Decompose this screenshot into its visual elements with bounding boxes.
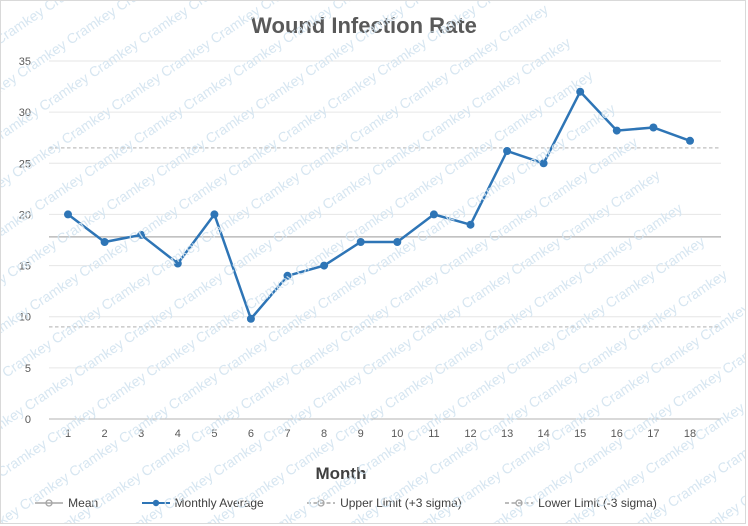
svg-text:4: 4 [175, 428, 181, 440]
svg-text:15: 15 [19, 261, 31, 273]
svg-text:35: 35 [19, 56, 31, 68]
svg-text:10: 10 [391, 428, 403, 440]
svg-text:6: 6 [248, 428, 254, 440]
svg-text:1: 1 [65, 428, 71, 440]
svg-text:13: 13 [501, 428, 513, 440]
svg-text:14: 14 [537, 428, 549, 440]
svg-text:11: 11 [428, 428, 439, 440]
svg-text:18: 18 [684, 428, 696, 440]
svg-text:15: 15 [574, 428, 586, 440]
svg-text:5: 5 [211, 428, 217, 440]
svg-text:8: 8 [321, 428, 327, 440]
svg-text:12: 12 [464, 428, 476, 440]
svg-text:2: 2 [102, 428, 108, 440]
svg-text:9: 9 [358, 428, 364, 440]
svg-text:0: 0 [25, 414, 31, 426]
svg-text:17: 17 [647, 428, 659, 440]
svg-text:20: 20 [19, 209, 31, 221]
svg-text:5: 5 [25, 363, 31, 375]
svg-text:10: 10 [19, 312, 31, 324]
svg-text:3: 3 [138, 428, 144, 440]
svg-text:25: 25 [19, 158, 31, 170]
svg-text:30: 30 [19, 107, 31, 119]
svg-text:16: 16 [611, 428, 623, 440]
svg-text:7: 7 [284, 428, 290, 440]
